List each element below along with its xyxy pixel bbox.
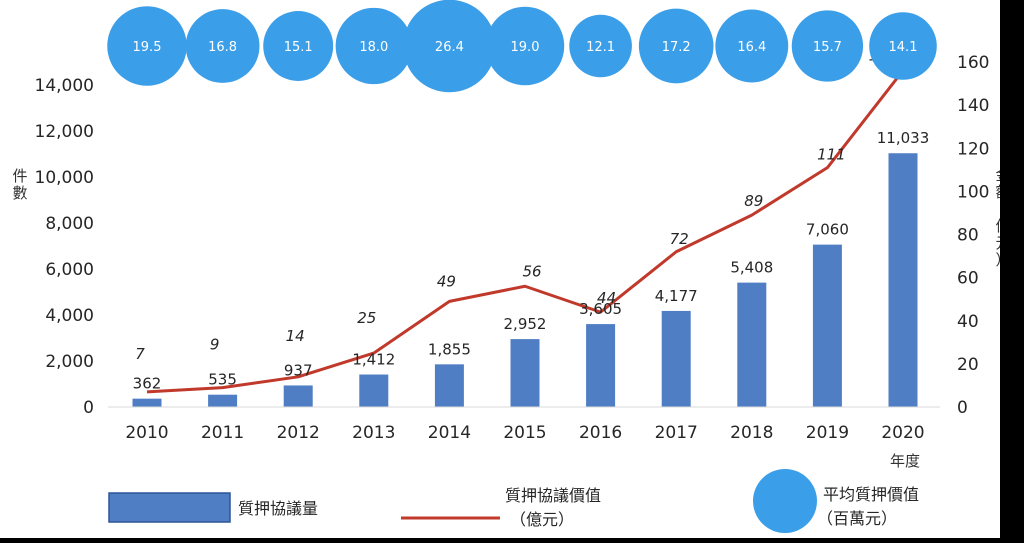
- bar-data-label: 4,177: [655, 287, 698, 305]
- bar: [737, 283, 766, 407]
- x-tick-label: 2014: [428, 423, 471, 443]
- bar-data-label: 535: [208, 371, 237, 389]
- y-right-axis-title: 元: [995, 234, 1000, 252]
- bar: [813, 245, 842, 407]
- bar-data-label: 362: [133, 375, 162, 393]
- line-data-label: 72: [670, 230, 689, 248]
- bar-data-label: 1,412: [352, 351, 395, 369]
- y-right-tick-label: 80: [957, 226, 979, 246]
- y-left-tick-label: 2,000: [45, 352, 94, 372]
- x-tick-label: 2020: [881, 423, 924, 443]
- bar: [889, 153, 918, 407]
- bubble-label: 14.1: [889, 40, 918, 55]
- bar: [133, 399, 162, 407]
- y-right-tick-label: 0: [957, 398, 968, 418]
- chart-frame: 0 2,000 4,000 6,000 8,000 10,000 12,000 14,000 0…: [0, 0, 1000, 538]
- y-left-tick-label: 12,000: [35, 122, 94, 142]
- bubble-label: 17.2: [662, 40, 691, 55]
- bar: [435, 364, 464, 407]
- bar: [662, 311, 691, 407]
- y-right-tick-label: 100: [957, 182, 989, 202]
- line-data-label: 111: [817, 146, 846, 164]
- bubble-label: 15.7: [813, 40, 842, 55]
- line-data-label: 9: [210, 336, 220, 354]
- bar: [208, 395, 237, 407]
- y-right-axis-title: 億: [995, 217, 1000, 235]
- x-tick-label: 2010: [125, 423, 168, 443]
- y-right-axis-title: ）: [995, 251, 1000, 269]
- legend-bar-label: 質押協議量: [238, 499, 318, 518]
- line-data-label: 44: [597, 289, 616, 307]
- bubble-label: 16.8: [208, 40, 237, 55]
- legend-bubble-swatch: [753, 469, 817, 533]
- bar: [586, 324, 615, 407]
- bubble-label: 16.4: [737, 40, 766, 55]
- x-tick-label: 2013: [352, 423, 395, 443]
- bubble-label: 26.4: [435, 40, 464, 55]
- bar-data-label: 5,408: [730, 259, 773, 277]
- y-right-axis-title: 額: [995, 183, 1000, 201]
- line-data-label: 25: [357, 309, 376, 327]
- bar-data-label: 937: [284, 361, 313, 379]
- x-tick-label: 2011: [201, 423, 244, 443]
- y-left-tick-label: 10,000: [35, 168, 94, 188]
- y-right-tick-label: 120: [957, 139, 989, 159]
- y-right-tick-label: 40: [957, 312, 979, 332]
- legend-bar-swatch: [109, 493, 230, 522]
- bubble-label: 15.1: [284, 40, 313, 55]
- combo-chart: 0 2,000 4,000 6,000 8,000 10,000 12,000 14,000 0…: [0, 0, 1000, 538]
- y-right-tick-label: 20: [957, 355, 979, 375]
- bubble-label: 19.5: [133, 40, 162, 55]
- bubble-label: 12.1: [586, 40, 615, 55]
- y-left-tick-label: 0: [83, 398, 94, 418]
- line-data-label: 49: [437, 272, 456, 290]
- y-left-axis-title: 件: [12, 167, 27, 185]
- line-data-label: 14: [286, 327, 305, 345]
- line-data-label: 89: [744, 192, 763, 210]
- x-tick-label: 2017: [655, 423, 698, 443]
- y-left-tick-label: 4,000: [45, 306, 94, 326]
- bar-data-label: 2,952: [504, 315, 547, 333]
- y-left-axis-title: 數: [12, 184, 27, 202]
- legend-bubble-label: （百萬元）: [817, 509, 897, 528]
- bar-data-label: 7,060: [806, 221, 849, 239]
- y-right-tick-label: 160: [957, 53, 989, 73]
- bar-data-label: 1,855: [428, 340, 471, 358]
- bar: [359, 375, 388, 407]
- y-right-axis-title: （: [995, 200, 1000, 218]
- x-tick-label: 2012: [277, 423, 320, 443]
- x-tick-label: 2019: [806, 423, 849, 443]
- line-data-label: 56: [522, 262, 541, 280]
- y-right-axis-title: 金: [995, 166, 1000, 184]
- x-tick-label: 2015: [503, 423, 546, 443]
- bar: [511, 339, 540, 407]
- x-tick-label: 2016: [579, 423, 622, 443]
- x-tick-label: 2018: [730, 423, 773, 443]
- y-right-tick-label: 140: [957, 96, 989, 116]
- legend-line-label: （億元）: [510, 510, 574, 529]
- bar-data-label: 11,033: [877, 129, 930, 147]
- y-left-tick-label: 8,000: [45, 214, 94, 234]
- x-axis-title: 年度: [890, 452, 920, 470]
- bar: [284, 385, 313, 407]
- y-left-tick-label: 6,000: [45, 260, 94, 280]
- bubble-label: 19.0: [511, 40, 540, 55]
- legend-line-label: 質押協議價值: [505, 486, 601, 505]
- bubble-label: 18.0: [359, 40, 388, 55]
- y-left-tick-label: 14,000: [35, 76, 94, 96]
- legend-bubble-label: 平均質押價值: [823, 485, 919, 504]
- y-right-tick-label: 60: [957, 269, 979, 289]
- line-data-label: 7: [135, 345, 145, 363]
